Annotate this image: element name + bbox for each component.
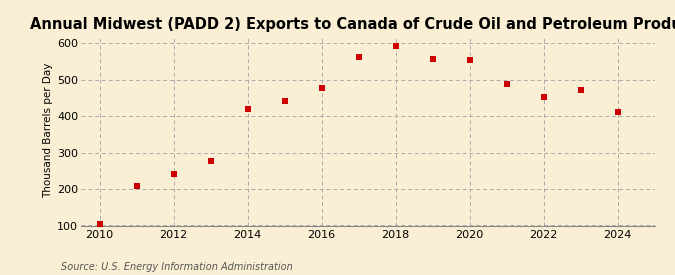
Point	[353, 55, 364, 59]
Point	[168, 172, 179, 176]
Title: Annual Midwest (PADD 2) Exports to Canada of Crude Oil and Petroleum Products: Annual Midwest (PADD 2) Exports to Canad…	[30, 17, 675, 32]
Point	[464, 58, 475, 62]
Point	[94, 221, 105, 226]
Point	[390, 43, 401, 48]
Point	[279, 98, 290, 103]
Point	[316, 85, 327, 90]
Point	[612, 110, 623, 115]
Point	[131, 184, 142, 189]
Point	[575, 88, 586, 93]
Point	[427, 57, 438, 61]
Point	[242, 107, 253, 112]
Y-axis label: Thousand Barrels per Day: Thousand Barrels per Day	[43, 63, 53, 198]
Point	[538, 95, 549, 99]
Text: Source: U.S. Energy Information Administration: Source: U.S. Energy Information Administ…	[61, 262, 292, 272]
Point	[502, 82, 512, 86]
Point	[205, 158, 216, 163]
